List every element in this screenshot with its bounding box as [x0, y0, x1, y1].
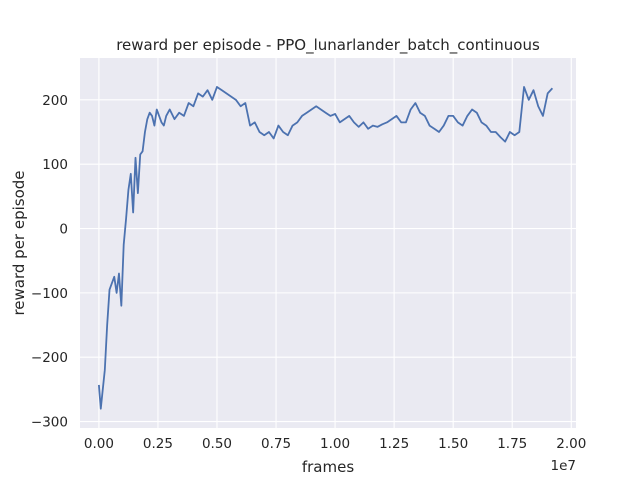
reward-series-line — [98, 86, 554, 410]
x-tick-label: 1.50 — [438, 436, 468, 452]
y-tick-label: 200 — [42, 93, 68, 109]
x-tick-labels: 0.00 0.25 0.50 0.75 1.00 1.25 1.50 1.75 2.00 — [84, 436, 586, 452]
x-tick-label: 1.25 — [379, 436, 409, 452]
y-tick-label: 100 — [42, 157, 68, 173]
x-tick-label: 1.75 — [497, 436, 527, 452]
x-tick-label: 0.00 — [84, 436, 114, 452]
y-tick-label: −300 — [31, 415, 68, 431]
x-tick-label: 1.00 — [320, 436, 350, 452]
grid-lines — [80, 58, 576, 428]
x-tick-label: 0.75 — [261, 436, 291, 452]
x-axis-offset-label: 1e7 — [551, 458, 576, 474]
y-tick-label: −100 — [31, 286, 68, 302]
y-axis-label: reward per episode — [10, 170, 28, 315]
x-tick-label: 2.00 — [556, 436, 586, 452]
y-tick-label: 0 — [59, 222, 68, 238]
x-tick-label: 0.25 — [143, 436, 173, 452]
y-tick-label: −200 — [31, 350, 68, 366]
x-axis-label: frames — [302, 458, 354, 476]
y-tick-labels: −300 −200 −100 0 100 200 — [31, 93, 68, 431]
chart-title: reward per episode - PPO_lunarlander_bat… — [116, 36, 540, 55]
x-tick-label: 0.50 — [202, 436, 232, 452]
plot-background — [80, 58, 576, 428]
